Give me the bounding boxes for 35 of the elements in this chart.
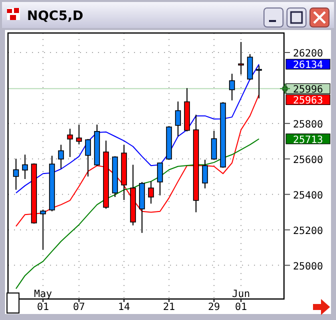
ref-line-label: 25996 — [292, 84, 324, 96]
candlestick — [229, 73, 235, 101]
x-tick-label: 29 — [208, 302, 220, 313]
text: 26134 — [292, 60, 324, 72]
x-tick-label: 14 — [118, 302, 130, 313]
candlestick — [67, 128, 73, 158]
x-tick-label: 07 — [72, 302, 86, 313]
text: 25963 — [292, 96, 324, 107]
candlestick — [256, 64, 262, 99]
candlestick — [76, 124, 82, 145]
y-tick-label: 26200 — [292, 48, 324, 60]
candlestick — [175, 100, 181, 137]
candlestick — [40, 209, 46, 250]
x-tick-label: 21 — [162, 302, 176, 313]
text: 25713 — [292, 134, 324, 146]
candlestick — [157, 162, 163, 196]
y-tick-label: 25400 — [292, 190, 324, 202]
y-tick-label: 25000 — [292, 261, 324, 272]
x-tick-label: Jun 01 — [232, 289, 250, 313]
candlestick — [22, 154, 28, 180]
candlestick — [58, 144, 64, 169]
y-tick-label: 25600 — [292, 154, 324, 166]
chart-title: NQC5,D — [27, 9, 84, 24]
candlestick — [85, 138, 91, 177]
y-tick-label: 25800 — [292, 119, 324, 130]
candlestick — [211, 130, 217, 160]
candlestick — [148, 180, 154, 204]
line-series — [16, 94, 260, 227]
candlestick — [202, 159, 208, 189]
candlestick — [238, 42, 244, 75]
candlestick — [13, 158, 19, 190]
candlestick — [247, 54, 253, 80]
x-tick-label: May 01 — [34, 289, 52, 313]
y-tick-label: 25200 — [292, 226, 324, 237]
line-series — [16, 138, 260, 290]
